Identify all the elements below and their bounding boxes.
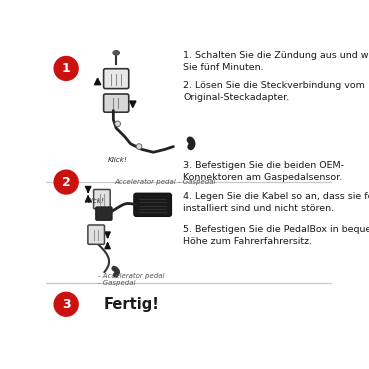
Text: 2: 2 bbox=[62, 176, 70, 189]
Text: Klick!: Klick! bbox=[85, 198, 104, 204]
FancyBboxPatch shape bbox=[88, 225, 104, 244]
Text: Accelerator pedal - Gaspedal: Accelerator pedal - Gaspedal bbox=[115, 179, 216, 185]
Text: - Accelerator pedal
- Gaspedal: - Accelerator pedal - Gaspedal bbox=[97, 273, 164, 286]
Circle shape bbox=[136, 144, 142, 149]
FancyBboxPatch shape bbox=[104, 69, 129, 89]
Text: 3: 3 bbox=[62, 298, 70, 311]
Text: 1. Schalten Sie die Zündung aus und warten
Sie fünf Minuten.: 1. Schalten Sie die Zündung aus und wart… bbox=[183, 51, 369, 72]
Text: 3. Befestigen Sie die beiden OEM-
Konnektoren am Gaspedalsensor.: 3. Befestigen Sie die beiden OEM- Konnek… bbox=[183, 161, 344, 182]
FancyBboxPatch shape bbox=[96, 207, 112, 220]
Ellipse shape bbox=[113, 51, 119, 55]
FancyBboxPatch shape bbox=[94, 189, 110, 209]
FancyBboxPatch shape bbox=[134, 193, 171, 216]
Circle shape bbox=[115, 121, 120, 127]
Text: Fertig!: Fertig! bbox=[103, 297, 159, 312]
Text: 4. Legen Sie die Kabel so an, dass sie fest
installiert sind und nicht stören.: 4. Legen Sie die Kabel so an, dass sie f… bbox=[183, 192, 369, 213]
Circle shape bbox=[54, 292, 78, 316]
Text: 1: 1 bbox=[62, 62, 70, 75]
FancyBboxPatch shape bbox=[104, 94, 129, 112]
Circle shape bbox=[54, 170, 78, 194]
Text: 2. Lösen Sie die Steckverbindung vom
Original-Steckadapter.: 2. Lösen Sie die Steckverbindung vom Ori… bbox=[183, 81, 365, 102]
Text: Klick!: Klick! bbox=[108, 156, 127, 162]
Text: 5. Befestigen Sie die PedalBox in bequemer
Höhe zum Fahrerfahrersitz.: 5. Befestigen Sie die PedalBox in bequem… bbox=[183, 225, 369, 245]
Circle shape bbox=[54, 56, 78, 80]
